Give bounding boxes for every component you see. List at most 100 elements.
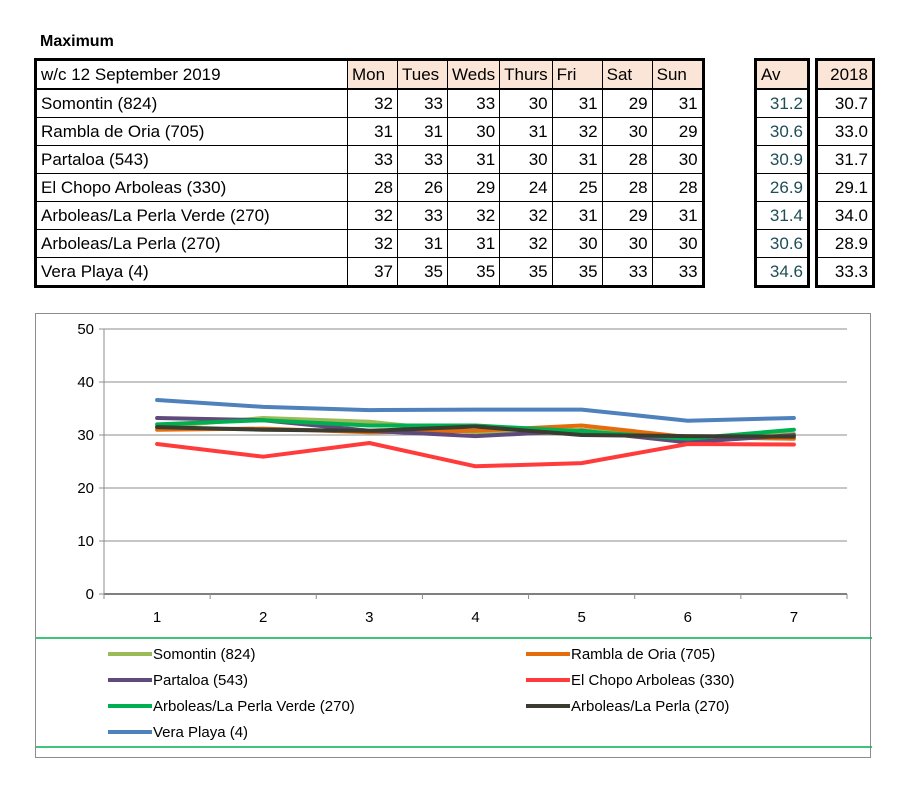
table-row: Somontin (824) 32 33 33 30 31 29 31 [35,89,704,118]
daily-max-cell: 33 [447,89,501,118]
daily-max-cell: 30 [499,89,553,118]
daily-max-cell: 29 [602,89,653,118]
daily-max-cell: 28 [652,173,704,202]
year-header-row: 2018 [816,59,874,90]
year-2018-row: 30.7 [816,89,874,118]
station-name: Arboleas/La Perla Verde (270) [35,201,348,230]
daily-max-cell: 30 [499,145,553,174]
station-name: Vera Playa (4) [35,257,348,287]
chart-frame: 0 10 20 30 40 50 1 2 3 4 5 6 7 Somontin (824) Rambla d… [35,313,872,758]
year-2018-row: 34.0 [816,201,874,230]
daily-max-cell: 26 [397,173,448,202]
year-2018-row: 28.9 [816,229,874,258]
y-tick-label: 10 [77,533,94,550]
station-name: El Chopo Arboleas (330) [35,173,348,202]
average-row: 31.2 [755,89,809,118]
series-line [155,424,796,439]
daily-max-cell: 30 [602,229,653,258]
daily-max-cell: 33 [652,257,704,287]
average-row: 31.4 [755,201,809,230]
daily-max-cell: 28 [602,173,653,202]
y-tick-label: 50 [77,321,94,338]
daily-max-cell: 30 [652,229,704,258]
year-2018-cell: 31.7 [816,145,874,174]
average-table: Av 31.2 30.6 30.9 26.9 31.4 30.6 34.6 [754,58,810,288]
station-name: Somontin (824) [35,89,348,118]
average-cell: 30.6 [755,229,809,258]
legend-label: Rambla de Oria (705) [571,646,715,663]
day-header: Sun [652,59,704,90]
daily-max-cell: 29 [652,117,704,146]
x-tick-label: 2 [259,609,267,626]
y-tick-label: 20 [77,480,94,497]
average-row: 30.9 [755,145,809,174]
average-cell: 26.9 [755,173,809,202]
station-name: Arboleas/La Perla (270) [35,229,348,258]
average-cell: 30.6 [755,117,809,146]
daily-max-cell: 29 [602,201,653,230]
daily-max-cell: 31 [552,89,603,118]
average-row: 26.9 [755,173,809,202]
average-header: Av [755,59,809,90]
daily-max-cell: 33 [397,201,448,230]
day-header: Thurs [499,59,553,90]
year-2018-cell: 33.3 [816,257,874,287]
year-2018-row: 33.3 [816,257,874,287]
legend-label: Arboleas/La Perla Verde (270) [153,698,355,715]
year-2018-header: 2018 [816,59,874,90]
table-row: Arboleas/La Perla Verde (270) 32 33 32 32 31 2… [35,201,704,230]
daily-max-cell: 31 [652,89,704,118]
day-header: Mon [347,59,398,90]
average-cell: 31.4 [755,201,809,230]
daily-max-cell: 32 [499,229,553,258]
daily-max-cell: 32 [447,201,501,230]
year-2018-cell: 30.7 [816,89,874,118]
day-header: Fri [552,59,603,90]
year-2018-table: 2018 30.7 33.0 31.7 29.1 34.0 28.9 33.3 [815,58,875,288]
table-row: Partaloa (543) 33 33 31 30 31 28 30 [35,145,704,174]
day-header: Sat [602,59,653,90]
year-2018-cell: 28.9 [816,229,874,258]
daily-max-cell: 33 [347,145,398,174]
station-name: Partaloa (543) [35,145,348,174]
legend-label: Partaloa (543) [153,672,248,689]
daily-max-cell: 32 [499,201,553,230]
daily-max-cell: 31 [447,229,501,258]
table-header-row: w/c 12 September 2019 Mon Tues Weds Thurs Fri… [35,59,704,90]
average-cell: 34.6 [755,257,809,287]
table-row: Arboleas/La Perla (270) 32 31 31 32 30 30 30 [35,229,704,258]
average-header-row: Av [755,59,809,90]
daily-max-cell: 31 [397,117,448,146]
year-2018-row: 29.1 [816,173,874,202]
day-header: Weds [447,59,501,90]
y-tick-label: 40 [77,374,94,391]
year-2018-cell: 34.0 [816,201,874,230]
daily-max-cell: 32 [347,229,398,258]
daily-max-cell: 33 [397,145,448,174]
daily-max-cell: 35 [397,257,448,287]
legend-label: El Chopo Arboleas (330) [571,672,734,689]
x-tick-label: 3 [365,609,373,626]
x-tick-label: 4 [471,609,479,626]
x-tick-label: 7 [790,609,798,626]
daily-max-cell: 25 [552,173,603,202]
daily-max-cell: 31 [552,201,603,230]
table-row: Vera Playa (4) 37 35 35 35 35 33 33 [35,257,704,287]
station-name: Rambla de Oria (705) [35,117,348,146]
average-cell: 31.2 [755,89,809,118]
daily-max-cell: 31 [397,229,448,258]
x-tick-label: 6 [684,609,692,626]
x-tick-label: 5 [577,609,585,626]
daily-max-cell: 32 [552,117,603,146]
daily-max-cell: 35 [552,257,603,287]
average-row: 30.6 [755,117,809,146]
daily-max-cell: 32 [347,201,398,230]
average-row: 34.6 [755,257,809,287]
series-line [155,398,796,423]
daily-max-cell: 31 [499,117,553,146]
table-row: Rambla de Oria (705) 31 31 30 31 32 30 29 [35,117,704,146]
daily-max-cell: 33 [397,89,448,118]
daily-max-cell: 28 [602,145,653,174]
y-tick-label: 0 [86,586,94,603]
x-tick-label: 1 [153,609,161,626]
